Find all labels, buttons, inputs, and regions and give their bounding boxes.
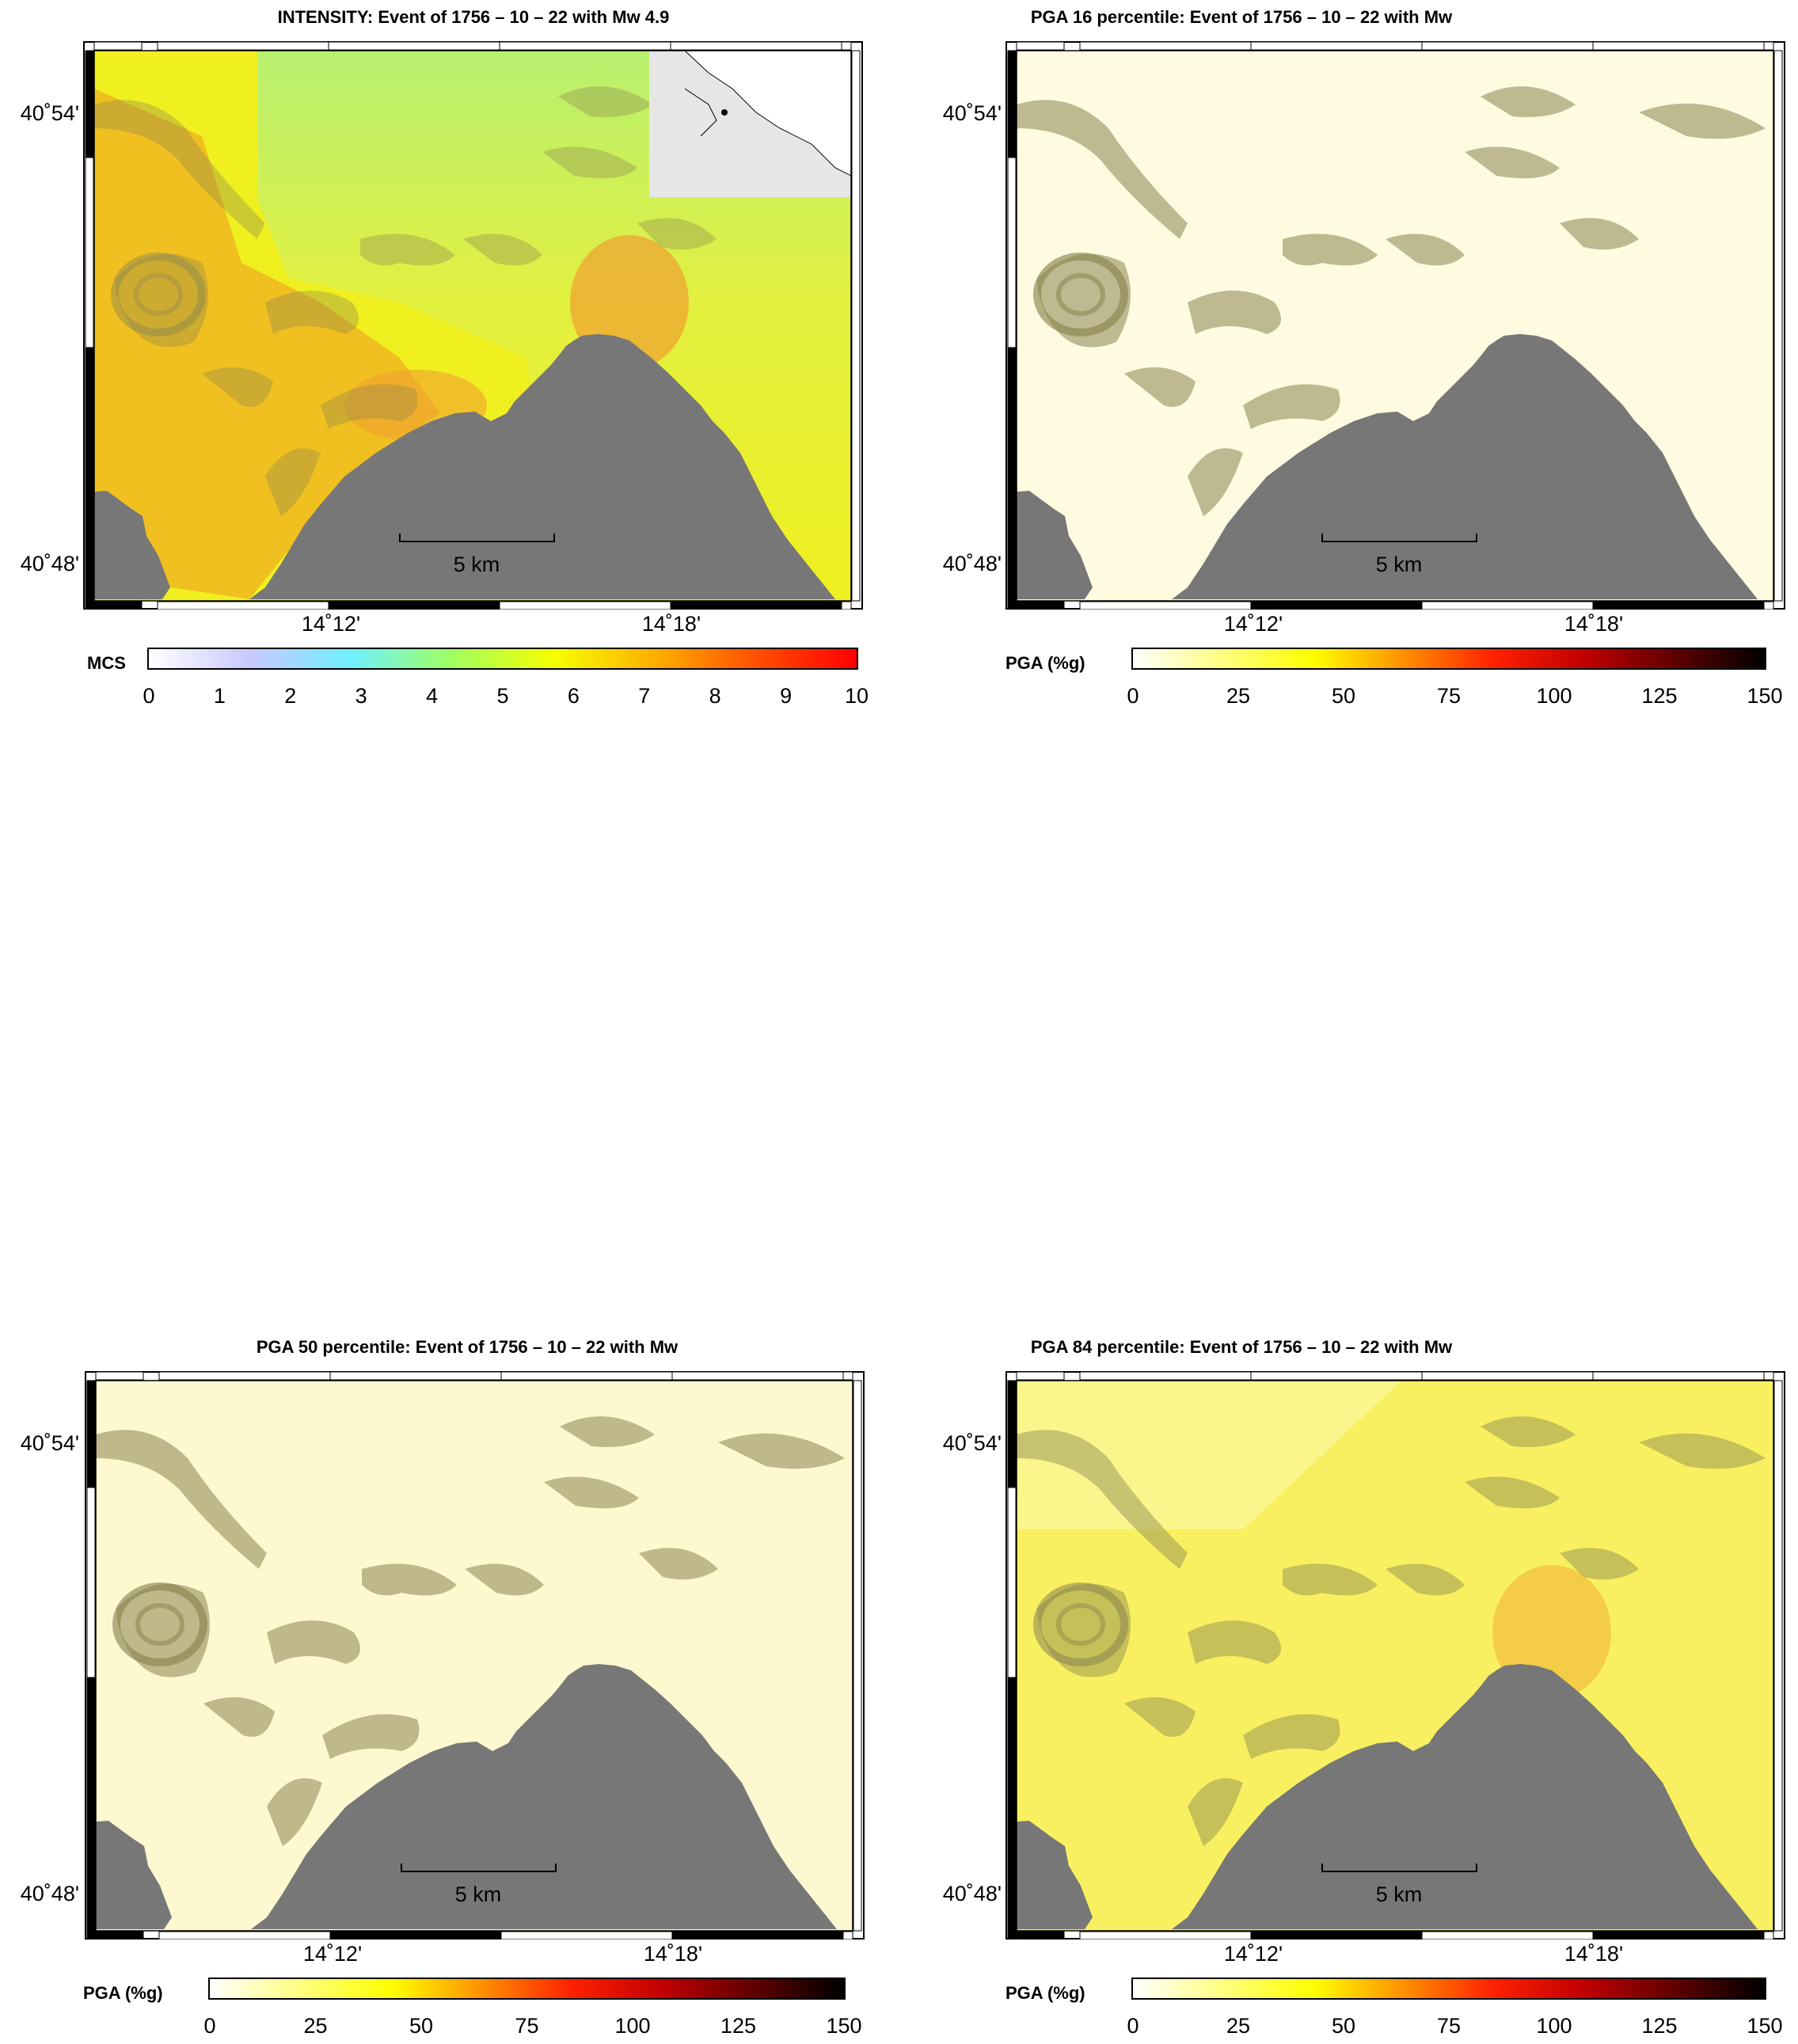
colorbar-label: MCS (87, 653, 126, 673)
colorbar-label: PGA (%g) (83, 1983, 163, 2003)
colorbar-tick-label: 100 (1536, 684, 1572, 708)
colorbar-tick-label: 125 (720, 2014, 757, 2038)
colorbar-tick-label: 100 (1536, 2014, 1572, 2038)
colorbar-tick-label: 25 (303, 2014, 328, 2038)
panel-intensity: INTENSITY: Event of 1756 – 10 – 22 with … (0, 0, 899, 792)
colorbar-tick-label: 2 (284, 684, 297, 708)
scale-bar-label: 5 km (454, 553, 500, 576)
colorbar-tick-label: 0 (143, 684, 155, 708)
lon-label-east: 14˚18' (641, 612, 701, 636)
colorbar-tick-label: 75 (1436, 2014, 1462, 2038)
lat-label-north: 40˚54' (20, 101, 79, 125)
colorbar-tick-label: 125 (1641, 684, 1678, 708)
map-pga84: 5 km (1005, 1371, 1785, 1940)
lon-label-east: 14˚18' (1564, 612, 1624, 636)
colorbar (1131, 1978, 1766, 2000)
lat-label-south: 40˚48' (942, 552, 1002, 576)
panel-pga16: PGA 16 percentile: Event of 1756 – 10 – … (899, 0, 1798, 792)
panel-pga84: PGA 84 percentile: Event of 1756 – 10 – … (899, 1330, 1798, 2044)
lon-label-west: 14˚12' (302, 1942, 363, 1966)
lon-label-west: 14˚12' (301, 612, 361, 636)
lat-label-north: 40˚54' (942, 1431, 1002, 1455)
lat-label-south: 40˚48' (942, 1882, 1002, 1905)
scale-bar: 5 km (1321, 534, 1477, 576)
colorbar-tick-label: 0 (1127, 2014, 1139, 2038)
colorbar-tick-label: 6 (567, 684, 580, 708)
colorbar-label: PGA (%g) (1005, 1983, 1085, 2003)
scale-bar-label: 5 km (1376, 1883, 1423, 1906)
lon-label-east: 14˚18' (1564, 1942, 1624, 1966)
colorbar-tick-label: 5 (496, 684, 509, 708)
colorbar-tick-label: 150 (1747, 2014, 1783, 2038)
map-pga50: 5 km (85, 1371, 865, 1940)
panel-title: PGA 84 percentile: Event of 1756 – 10 – … (1030, 1337, 1453, 1357)
colorbar-tick-label: 0 (1127, 684, 1139, 708)
scale-bar-label: 5 km (1376, 553, 1423, 576)
lon-label-east: 14˚18' (643, 1942, 703, 1966)
colorbar-tick-label: 25 (1226, 2014, 1251, 2038)
colorbar-tick-label: 125 (1641, 2014, 1678, 2038)
colorbar (147, 648, 858, 670)
panel-pga50: PGA 50 percentile: Event of 1756 – 10 – … (0, 1330, 899, 2044)
colorbar-tick-label: 8 (709, 684, 721, 708)
colorbar-tick-label: 50 (1331, 2014, 1356, 2038)
colorbar-tick-label: 50 (1331, 684, 1356, 708)
colorbar-tick-label: 25 (1226, 684, 1251, 708)
map-intensity: 5 km (83, 41, 863, 610)
colorbar-tick-label: 1 (213, 684, 226, 708)
colorbar-tick-label: 0 (203, 2014, 216, 2038)
colorbar-tick-label: 7 (638, 684, 651, 708)
colorbar-tick-label: 9 (780, 684, 793, 708)
panel-title: INTENSITY: Event of 1756 – 10 – 22 with … (277, 7, 670, 27)
colorbar-tick-label: 150 (826, 2014, 862, 2038)
lat-label-south: 40˚48' (20, 552, 79, 576)
scale-bar: 5 km (1321, 1864, 1477, 1906)
colorbar-tick-label: 75 (515, 2014, 539, 2038)
colorbar-tick-label: 10 (844, 684, 869, 708)
colorbar (208, 1978, 846, 2000)
colorbar-tick-label: 50 (409, 2014, 434, 2038)
panel-title: PGA 16 percentile: Event of 1756 – 10 – … (1030, 7, 1453, 27)
colorbar-label: PGA (%g) (1005, 653, 1085, 673)
colorbar-tick-label: 4 (426, 684, 439, 708)
map-pga16: 5 km (1005, 41, 1785, 610)
lon-label-west: 14˚12' (1223, 1942, 1283, 1966)
lon-label-west: 14˚12' (1223, 612, 1283, 636)
scale-bar: 5 km (399, 534, 555, 576)
scale-bar-label: 5 km (455, 1883, 502, 1906)
colorbar-tick-label: 150 (1747, 684, 1783, 708)
colorbar-tick-label: 3 (355, 684, 367, 708)
scale-bar: 5 km (401, 1864, 557, 1906)
lat-label-north: 40˚54' (942, 101, 1002, 125)
panel-title: PGA 50 percentile: Event of 1756 – 10 – … (256, 1337, 679, 1357)
colorbar (1131, 648, 1766, 670)
lat-label-south: 40˚48' (20, 1882, 79, 1905)
colorbar-tick-label: 75 (1436, 684, 1462, 708)
lat-label-north: 40˚54' (20, 1431, 79, 1455)
colorbar-tick-label: 100 (614, 2014, 651, 2038)
